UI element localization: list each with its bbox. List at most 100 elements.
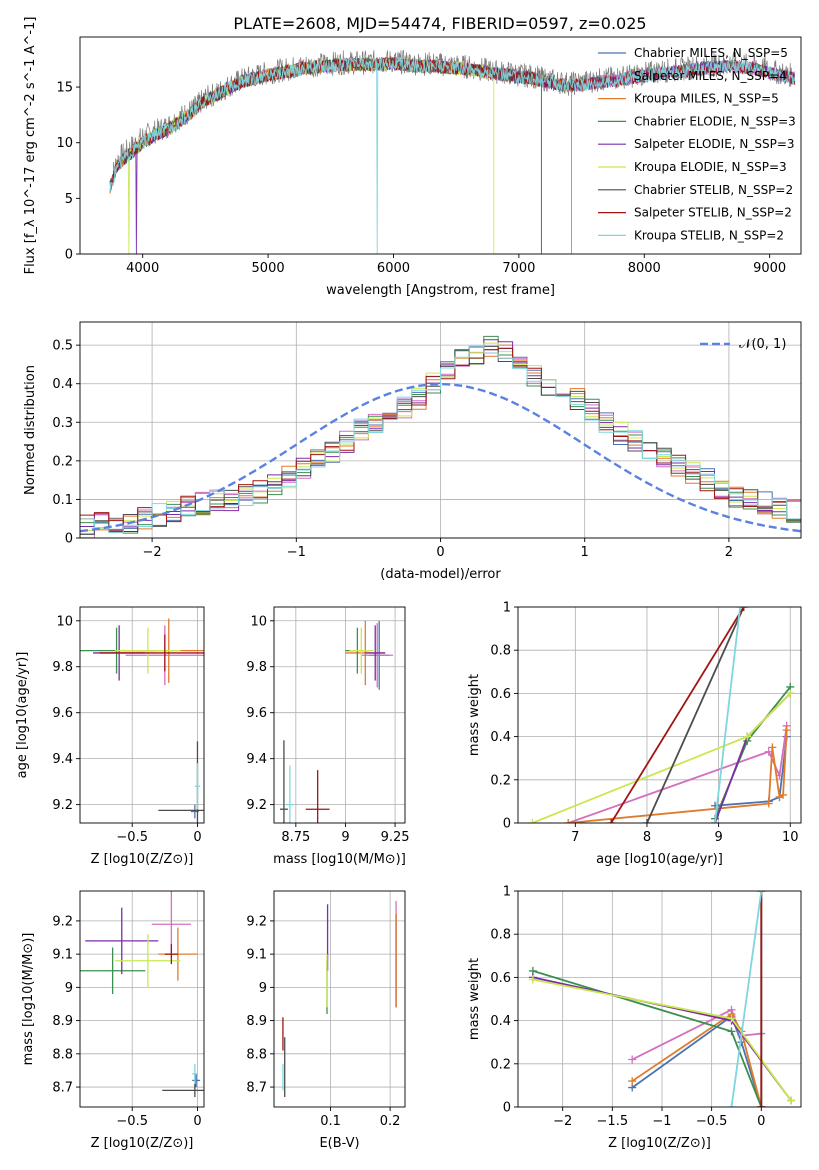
weight-marker-salpeter-stelib xyxy=(757,1103,766,1107)
spectrum-xtick-label: 4000 xyxy=(126,261,159,276)
weight-marker-kroupa-stelib xyxy=(727,1103,736,1107)
residuals-panel: −2 −1 0 1 2 0 0.1 0.2 0.3 0.4 0.5 (data-model)/erro… xyxy=(23,321,802,582)
legend-gaussian-label: 𝒩(0, 1) xyxy=(739,337,786,352)
spectrum-ytick-label: 0 xyxy=(65,248,73,263)
z-age-ytick-label: 9.2 xyxy=(52,798,73,813)
legend-label-kroupa-miles: Kroupa MILES, N_SSP=5 xyxy=(634,92,779,106)
z-age-ytick-label: 9.8 xyxy=(52,660,73,675)
ebv-mass-xtick-label: 0.2 xyxy=(380,1114,401,1129)
residuals-ytick-label: 0.2 xyxy=(52,454,73,469)
z-weight-ytick-label: 0.8 xyxy=(490,928,511,943)
z-mass-ytick-label: 8.7 xyxy=(52,1081,73,1096)
z-mass-frame xyxy=(79,890,205,1108)
weight-line-salpeter-miles xyxy=(567,725,788,823)
weight-marker-kroupa-elodie xyxy=(528,975,537,984)
weight-line-kroupa-stelib xyxy=(714,607,741,823)
weight-marker-chabrier-elodie xyxy=(727,1027,736,1036)
age-weight-frame xyxy=(517,606,802,824)
age-weight-ytick-label: 0.4 xyxy=(490,730,511,745)
weight-line-kroupa-stelib xyxy=(730,891,763,1107)
residuals-xtick-label: 2 xyxy=(725,545,733,560)
weight-marker-kroupa-stelib xyxy=(736,607,745,611)
weight-line-salpeter-stelib xyxy=(610,607,745,823)
weight-marker-kroupa-stelib xyxy=(711,819,720,823)
z-weight-frame xyxy=(517,890,802,1108)
ebv-mass-ytick-label: 9.2 xyxy=(246,914,267,929)
ebv-mass-ytick-label: 8.8 xyxy=(246,1047,267,1062)
residuals-ytick-label: 0.3 xyxy=(52,416,73,431)
weight-line-chabrier-stelib xyxy=(646,607,745,823)
z-age-ytick-label: 9.4 xyxy=(52,752,73,767)
z-mass-ytick-label: 9.1 xyxy=(52,948,73,963)
weight-line-chabrier-miles xyxy=(714,736,788,807)
weight-marker-salpeter-miles xyxy=(628,1055,637,1064)
ebv-mass-ytick-label: 8.9 xyxy=(246,1014,267,1029)
age-weight-ytick-label: 0.6 xyxy=(490,687,511,702)
spectrum-ytick-label: 10 xyxy=(56,136,73,151)
weight-line-chabrier-elodie xyxy=(532,970,763,1107)
weight-marker-kroupa-miles xyxy=(779,790,788,799)
spectrum-xtick-label: 8000 xyxy=(628,261,661,276)
ebv-mass-ytick-label: 9.1 xyxy=(246,948,267,963)
figure-title: PLATE=2608, MJD=54474, FIBERID=0597, z=0… xyxy=(233,14,646,33)
weight-line-kroupa-miles xyxy=(631,1012,763,1107)
spectrum-model-line-kroupa-elodie xyxy=(109,56,495,254)
age-weight-ytick-label: 0.8 xyxy=(490,644,511,659)
mass-age-plot-area xyxy=(279,620,394,823)
z-mass-xlabel: Z [log10(Z/Z⊙)] xyxy=(91,1136,194,1151)
residual-hist-kroupa-stelib xyxy=(80,345,801,534)
legend-label-salpeter-elodie: Salpeter ELODIE, N_SSP=3 xyxy=(634,137,795,151)
legend-label-salpeter-stelib: Salpeter STELIB, N_SSP=2 xyxy=(634,206,792,220)
weight-marker-kroupa-miles xyxy=(768,743,777,752)
mass-age-ytick-label: 10 xyxy=(250,614,267,629)
z-mass-panel: −0.5 0 8.7 8.8 8.9 9 9.1 9.2 Z [log10(Z/Z⊙)] mass… xyxy=(21,890,205,1151)
spectrum-model-line-kroupa-miles xyxy=(109,57,572,254)
age-weight-ytick-label: 0.2 xyxy=(490,773,511,788)
weight-line-kroupa-miles xyxy=(568,730,788,823)
z-mass-ytick-label: 9.2 xyxy=(52,914,73,929)
weight-marker-kroupa-elodie xyxy=(787,1096,796,1105)
z-weight-panel: −2 −1.5 −1 −0.5 0 0 0.2 0.4 0.6 0.8 1 Z [log10(Z/Z⊙… xyxy=(467,885,802,1151)
mass-age-ytick-label: 9.6 xyxy=(246,706,267,721)
residuals-ytick-label: 0.4 xyxy=(52,377,73,392)
z-mass-plot-area xyxy=(80,891,204,1098)
ebv-mass-plot-area xyxy=(282,900,397,1098)
z-age-xtick-label: −0.5 xyxy=(116,830,148,845)
legend-label-chabrier-stelib: Chabrier STELIB, N_SSP=2 xyxy=(634,183,793,197)
residuals-xlabel: (data-model)/error xyxy=(380,567,501,582)
age-weight-ytick-label: 0 xyxy=(503,817,511,832)
spectrum-xtick-label: 9000 xyxy=(753,261,786,276)
gaussian-curve xyxy=(80,382,801,533)
z-weight-ytick-label: 0.4 xyxy=(490,1014,511,1029)
weight-marker-chabrier-stelib xyxy=(642,819,651,823)
z-weight-xtick-label: −1 xyxy=(652,1114,671,1129)
spectrum-model-line-kroupa-stelib xyxy=(109,57,796,254)
spectrum-ytick-label: 5 xyxy=(65,192,73,207)
residuals-ytick-label: 0.5 xyxy=(52,339,73,354)
residuals-xtick-label: 0 xyxy=(436,545,444,560)
weight-marker-kroupa-miles xyxy=(782,726,791,735)
weight-marker-kroupa-miles xyxy=(628,1077,637,1086)
residuals-xtick-label: 1 xyxy=(581,545,589,560)
mass-age-ytick-label: 9.4 xyxy=(246,752,267,767)
age-weight-xlabel: age [log10(age/yr)] xyxy=(596,852,723,867)
z-weight-xtick-label: −1.5 xyxy=(597,1114,629,1129)
weight-marker-kroupa-stelib xyxy=(757,891,766,895)
ebv-mass-panel: 0.1 0.2 8.7 8.8 8.9 9 9.1 9.2 E(B-V) xyxy=(246,890,406,1151)
mass-age-panel: 8.75 9 9.25 9.2 9.4 9.6 9.8 10 mass [log10(M/M⊙)… xyxy=(246,606,410,867)
residuals-ytick-label: 0 xyxy=(65,532,73,547)
spectrum-xtick-label: 7000 xyxy=(502,261,535,276)
age-weight-plot-area xyxy=(528,607,795,823)
residuals-xtick-label: −1 xyxy=(287,545,306,560)
age-weight-xtick-label: 7 xyxy=(571,830,579,845)
mass-age-xlabel: mass [log10(M/M⊙)] xyxy=(273,852,406,867)
z-age-plot-area xyxy=(80,618,204,823)
spectrum-xlabel: wavelength [Angstrom, rest frame] xyxy=(326,283,555,298)
age-weight-panel: 7 8 9 10 0 0.2 0.4 0.6 0.8 1 age [log10(age/yr)] ma… xyxy=(467,601,802,867)
spectrum-frame xyxy=(79,36,802,255)
mass-age-xtick-label: 9.25 xyxy=(381,830,410,845)
z-age-ytick-label: 10 xyxy=(56,614,73,629)
ebv-mass-frame xyxy=(273,890,406,1108)
z-age-ytick-label: 9.6 xyxy=(52,706,73,721)
z-age-frame xyxy=(79,606,205,824)
